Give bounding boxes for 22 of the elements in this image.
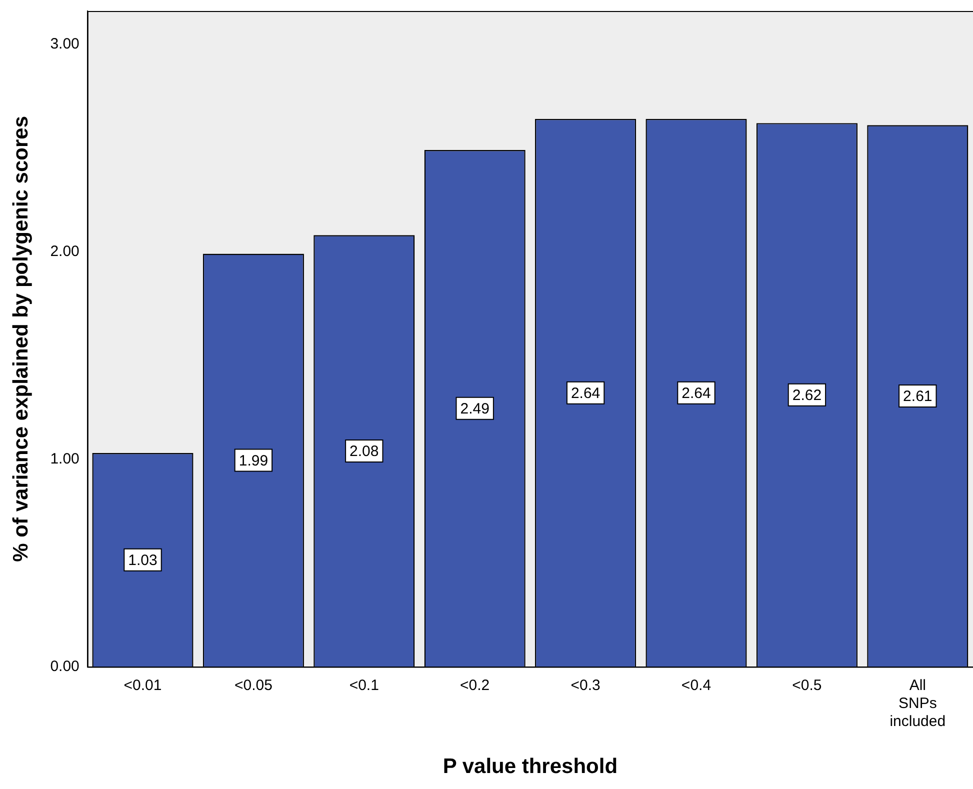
y-tick-label: 3.00	[50, 35, 80, 52]
y-tick-label: 2.00	[50, 242, 80, 260]
data-label: 2.49	[460, 400, 490, 418]
x-tick-label: <0.2	[460, 676, 490, 694]
x-tick-label: <0.01	[124, 676, 162, 694]
x-tick-label: <0.1	[349, 676, 379, 694]
data-label: 2.64	[682, 385, 711, 402]
y-axis-title: % of variance explained by polygenic scores	[9, 116, 32, 562]
y-tick-label: 1.00	[50, 450, 80, 468]
data-label: 1.99	[238, 452, 268, 470]
x-tick-label: All SNPs included	[890, 676, 946, 730]
data-label: 2.62	[792, 387, 822, 404]
x-axis-title: P value threshold	[442, 755, 618, 778]
x-tick-label: <0.4	[681, 676, 712, 694]
data-label: 2.08	[350, 443, 379, 460]
data-label: 2.61	[903, 388, 932, 406]
y-tick-label: 0.00	[50, 658, 80, 675]
data-label: 2.64	[570, 385, 600, 402]
x-tick-label: <0.05	[234, 676, 272, 694]
x-tick-label: <0.3	[570, 676, 600, 694]
data-label: 1.03	[128, 552, 158, 570]
x-tick-label: <0.5	[792, 676, 822, 694]
